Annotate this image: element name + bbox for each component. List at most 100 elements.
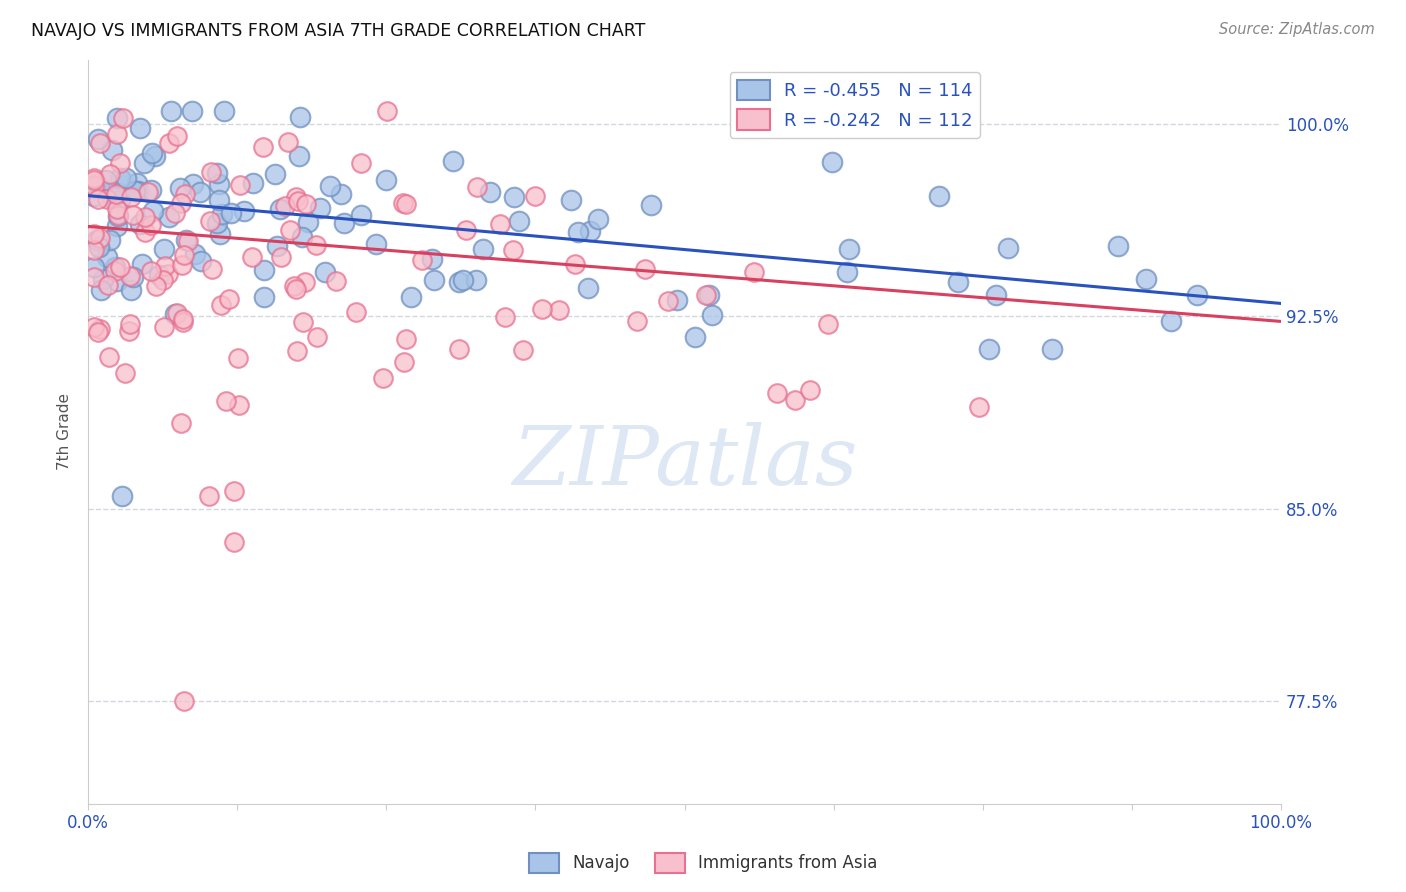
Point (578, 224, 600, 238)
Point (101, 143, 124, 157)
Point (108, 156, 131, 170)
Point (98, 233, 121, 247)
Point (508, 213, 530, 227)
Point (984, 288, 1007, 302)
Point (820, 155, 842, 169)
Point (200, 165, 222, 179)
Point (198, 489, 221, 503)
Point (785, 392, 807, 407)
Point (205, 216, 228, 230)
Point (87, 325, 110, 339)
Point (183, 247, 205, 261)
Point (441, 154, 464, 169)
Point (449, 343, 471, 357)
Point (169, 180, 191, 194)
Point (219, 205, 242, 219)
Point (211, 207, 233, 221)
Point (266, 239, 288, 253)
Point (111, 111, 134, 125)
Point (120, 268, 142, 283)
Point (283, 279, 305, 293)
Point (172, 258, 194, 272)
Point (97, 277, 120, 292)
Point (180, 103, 202, 118)
Point (228, 398, 250, 412)
Point (89, 231, 111, 245)
Legend: R = -0.455   N = 114, R = -0.242   N = 112: R = -0.455 N = 114, R = -0.242 N = 112 (730, 72, 980, 137)
Point (399, 290, 422, 304)
Point (1107, 239, 1129, 253)
Point (291, 230, 314, 244)
Point (1040, 342, 1063, 356)
Point (524, 189, 547, 203)
Point (94, 172, 117, 186)
Point (564, 257, 586, 271)
Point (157, 210, 180, 224)
Point (165, 307, 187, 321)
Point (163, 206, 186, 220)
Point (350, 155, 373, 169)
Point (209, 298, 232, 312)
Point (1160, 314, 1182, 328)
Point (172, 312, 194, 326)
Point (232, 203, 254, 218)
Point (118, 317, 141, 331)
Point (111, 489, 134, 503)
Point (567, 225, 589, 239)
Point (979, 342, 1001, 356)
Point (766, 385, 789, 400)
Point (799, 383, 821, 397)
Point (98, 186, 121, 200)
Point (105, 219, 128, 234)
Point (287, 194, 309, 208)
Point (269, 202, 291, 217)
Point (229, 178, 252, 193)
Point (297, 214, 319, 228)
Point (87, 132, 110, 146)
Text: Source: ZipAtlas.com: Source: ZipAtlas.com (1219, 22, 1375, 37)
Point (837, 265, 859, 279)
Point (371, 370, 394, 384)
Point (307, 330, 329, 344)
Point (198, 214, 221, 228)
Point (107, 112, 129, 126)
Point (967, 400, 990, 414)
Point (560, 193, 582, 207)
Point (83, 180, 105, 194)
Point (285, 190, 308, 204)
Point (471, 242, 494, 256)
Point (288, 110, 311, 124)
Point (83, 260, 105, 274)
Point (127, 176, 149, 190)
Point (83, 171, 105, 186)
Point (278, 223, 301, 237)
Point (333, 216, 356, 230)
Point (325, 274, 347, 288)
Point (928, 189, 950, 203)
Point (364, 237, 387, 252)
Point (274, 199, 297, 213)
Point (141, 219, 163, 233)
Point (166, 128, 188, 143)
Y-axis label: 7th Grade: 7th Grade (58, 393, 72, 470)
Point (176, 234, 198, 248)
Point (456, 223, 478, 237)
Point (188, 185, 211, 199)
Point (423, 273, 446, 287)
Point (104, 186, 127, 201)
Point (576, 281, 599, 295)
Point (104, 260, 127, 275)
Point (129, 121, 152, 136)
Point (134, 156, 156, 170)
Point (118, 324, 141, 338)
Point (89, 136, 111, 150)
Point (212, 103, 235, 118)
Point (122, 270, 145, 285)
Point (89, 240, 111, 254)
Point (304, 238, 326, 252)
Point (124, 184, 146, 198)
Point (173, 186, 195, 201)
Text: ZIPatlas: ZIPatlas (512, 422, 858, 501)
Point (277, 136, 299, 150)
Point (465, 273, 488, 287)
